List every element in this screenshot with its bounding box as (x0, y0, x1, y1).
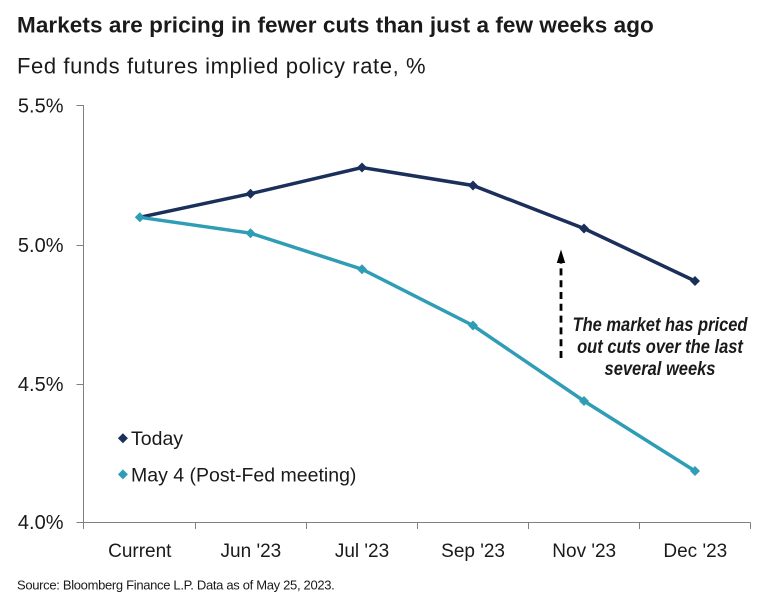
svg-text:several weeks: several weeks (605, 358, 716, 380)
svg-text:The market has priced: The market has priced (573, 314, 749, 336)
svg-text:Current: Current (108, 541, 172, 562)
svg-text:5.5%: 5.5% (18, 95, 64, 117)
svg-text:Jul '23: Jul '23 (335, 541, 389, 562)
svg-text:Markets are pricing in fewer c: Markets are pricing in fewer cuts than j… (17, 12, 654, 37)
svg-text:Fed funds futures implied poli: Fed funds futures implied policy rate, % (17, 54, 426, 79)
svg-text:4.0%: 4.0% (18, 512, 64, 534)
svg-text:May 4 (Post-Fed meeting): May 4 (Post-Fed meeting) (131, 464, 356, 486)
svg-text:Sep '23: Sep '23 (441, 541, 505, 562)
svg-text:Dec '23: Dec '23 (663, 541, 727, 562)
svg-text:Source: Bloomberg Finance L.P.: Source: Bloomberg Finance L.P. Data as o… (17, 577, 334, 592)
svg-text:5.0%: 5.0% (18, 235, 64, 257)
svg-text:Today: Today (131, 428, 183, 450)
svg-text:4.5%: 4.5% (18, 374, 64, 396)
svg-text:Nov '23: Nov '23 (552, 541, 616, 562)
svg-text:Jun '23: Jun '23 (221, 541, 282, 562)
svg-text:out cuts over the last: out cuts over the last (577, 336, 744, 358)
